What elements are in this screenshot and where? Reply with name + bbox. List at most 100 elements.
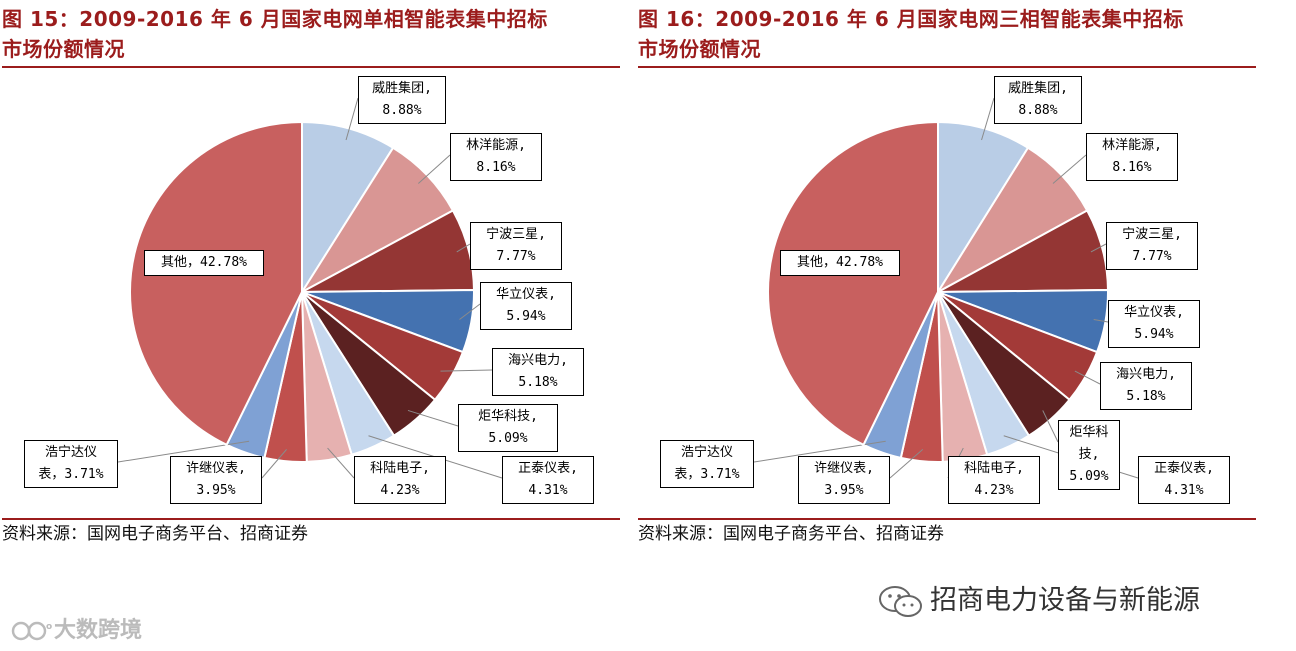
slice-label-5-line2: 5.18% bbox=[518, 375, 558, 390]
slice-label-10-line2: 表，3.71% bbox=[38, 467, 104, 482]
title-divider-right bbox=[638, 66, 1256, 68]
slice-label-8-line2: 4.23% bbox=[974, 483, 1014, 498]
leader-line-1 bbox=[345, 97, 359, 141]
chart-title-right-line2: 市场份额情况 bbox=[638, 37, 761, 61]
slice-label-8: 科陆电子, 4.23% bbox=[948, 456, 1040, 504]
pie-slice-2 bbox=[935, 146, 1089, 295]
slice-label-3: 宁波三星, 7.77% bbox=[1106, 222, 1198, 270]
slice-label-11: 其他，42.78% bbox=[780, 250, 900, 276]
chart-title-left-line1: 图 15：2009-2016 年 6 月国家电网单相智能表集中招标 bbox=[2, 7, 548, 31]
slice-label-10-line2: 表，3.71% bbox=[674, 467, 740, 482]
slice-label-9: 许继仪表, 3.95% bbox=[170, 456, 262, 504]
slice-label-4-line1: 华立仪表, bbox=[1124, 305, 1184, 320]
slice-label-4-line2: 5.94% bbox=[506, 309, 546, 324]
slice-label-10: 浩宁达仪表，3.71% bbox=[24, 440, 118, 488]
chart-title-right: 图 16：2009-2016 年 6 月国家电网三相智能表集中招标 市场份额情况 bbox=[638, 4, 1258, 64]
slice-label-9-line1: 许继仪表, bbox=[186, 461, 246, 476]
brand-watermark: o 大数跨境 bbox=[10, 612, 142, 644]
slice-label-4: 华立仪表, 5.94% bbox=[480, 282, 572, 330]
slice-label-4: 华立仪表, 5.94% bbox=[1108, 300, 1200, 348]
source-text-right: 资料来源：国网电子商务平台、招商证券 bbox=[638, 524, 944, 544]
leader-line-8 bbox=[327, 447, 355, 479]
wechat-icon bbox=[878, 584, 924, 620]
leader-line-4 bbox=[459, 303, 481, 320]
brand-logo-icon: o bbox=[10, 619, 54, 643]
slice-label-1-line2: 8.88% bbox=[382, 103, 422, 118]
slice-label-7-line1: 正泰仪表, bbox=[1154, 461, 1214, 476]
leader-line-5 bbox=[1074, 370, 1101, 385]
slice-label-8-line1: 科陆电子, bbox=[964, 461, 1024, 476]
leader-line-3 bbox=[456, 243, 471, 253]
slice-label-3-line1: 宁波三星, bbox=[486, 227, 546, 242]
slice-label-8-line1: 科陆电子, bbox=[370, 461, 430, 476]
slice-label-11-line1: 其他，42.78% bbox=[161, 255, 247, 270]
pie-slice-11 bbox=[767, 120, 939, 447]
slice-label-6-line1: 炬华科 bbox=[1069, 425, 1109, 440]
leader-line-6 bbox=[407, 409, 459, 427]
slice-label-9-line2: 3.95% bbox=[196, 483, 236, 498]
chart-panel-left: 图 15：2009-2016 年 6 月国家电网单相智能表集中招标 市场份额情况… bbox=[2, 0, 622, 560]
slice-label-3-line1: 宁波三星, bbox=[1122, 227, 1182, 242]
slice-label-6-line1: 炬华科技, bbox=[478, 409, 538, 424]
slice-label-2-line1: 林洋能源, bbox=[1102, 138, 1162, 153]
slice-label-6: 炬华科技, 5.09% bbox=[1058, 420, 1120, 490]
svg-text:o: o bbox=[46, 622, 52, 632]
slice-label-3: 宁波三星, 7.77% bbox=[470, 222, 562, 270]
wechat-watermark-text: 招商电力设备与新能源 bbox=[930, 585, 1200, 616]
pie-slice-11 bbox=[129, 120, 303, 447]
slice-label-9-line1: 许继仪表, bbox=[814, 461, 874, 476]
slice-label-4-line1: 华立仪表, bbox=[496, 287, 556, 302]
slice-label-1-line1: 威胜集团, bbox=[1008, 81, 1068, 96]
leader-line-6 bbox=[1042, 410, 1059, 443]
chart-title-left-line2: 市场份额情况 bbox=[2, 37, 125, 61]
slice-label-7-line1: 正泰仪表, bbox=[518, 461, 578, 476]
leader-line-9 bbox=[261, 449, 287, 479]
chart-panel-right: 图 16：2009-2016 年 6 月国家电网三相智能表集中招标 市场份额情况… bbox=[638, 0, 1258, 560]
slice-label-10-line1: 浩宁达仪 bbox=[680, 445, 733, 460]
slice-label-5: 海兴电力, 5.18% bbox=[1100, 362, 1192, 410]
slice-label-6-line2: 5.09% bbox=[488, 431, 528, 446]
slice-label-8: 科陆电子, 4.23% bbox=[354, 456, 446, 504]
slice-label-11-line1: 其他，42.78% bbox=[797, 255, 883, 270]
pie-chart-right bbox=[753, 97, 1139, 479]
slice-label-7: 正泰仪表, 4.31% bbox=[502, 456, 594, 504]
slice-label-7-line2: 4.31% bbox=[528, 483, 568, 498]
slice-label-5-line2: 5.18% bbox=[1126, 389, 1166, 404]
leader-line-5 bbox=[440, 369, 493, 372]
slice-label-9: 许继仪表, 3.95% bbox=[798, 456, 890, 504]
slice-label-11: 其他，42.78% bbox=[144, 250, 264, 276]
source-text-left: 资料来源：国网电子商务平台、招商证券 bbox=[2, 524, 308, 544]
brand-watermark-text: 大数跨境 bbox=[54, 618, 143, 643]
slice-label-6: 炬华科技, 5.09% bbox=[458, 404, 558, 452]
slice-label-6-line2: 技, bbox=[1078, 447, 1100, 462]
source-divider-left bbox=[2, 518, 620, 520]
slice-label-5: 海兴电力, 5.18% bbox=[492, 348, 584, 396]
chart-title-left: 图 15：2009-2016 年 6 月国家电网单相智能表集中招标 市场份额情况 bbox=[2, 4, 622, 64]
leader-line-9 bbox=[889, 448, 924, 479]
source-divider-right bbox=[638, 518, 1256, 520]
slice-label-7-line2: 4.31% bbox=[1164, 483, 1204, 498]
slice-label-2-line2: 8.16% bbox=[1112, 160, 1152, 175]
slice-label-10: 浩宁达仪表，3.71% bbox=[660, 440, 754, 488]
slice-label-7: 正泰仪表, 4.31% bbox=[1138, 456, 1230, 504]
chart-title-right-line1: 图 16：2009-2016 年 6 月国家电网三相智能表集中招标 bbox=[638, 7, 1184, 31]
leader-line-2 bbox=[417, 154, 451, 184]
slice-label-3-line2: 7.77% bbox=[496, 249, 536, 264]
leader-line-2 bbox=[1052, 154, 1087, 184]
slice-label-1-line1: 威胜集团, bbox=[372, 81, 432, 96]
slice-label-1: 威胜集团, 8.88% bbox=[994, 76, 1082, 124]
title-divider-left bbox=[2, 66, 620, 68]
slice-label-1-line2: 8.88% bbox=[1018, 103, 1058, 118]
slice-label-1: 威胜集团, 8.88% bbox=[358, 76, 446, 124]
slice-label-5-line1: 海兴电力, bbox=[1116, 367, 1176, 382]
wechat-watermark: 招商电力设备与新能源 bbox=[878, 578, 1200, 620]
leader-line-1 bbox=[981, 97, 995, 141]
slice-label-4-line2: 5.94% bbox=[1134, 327, 1174, 342]
leader-line-4 bbox=[1093, 318, 1109, 323]
slice-label-10-line1: 浩宁达仪 bbox=[44, 445, 97, 460]
slice-label-6-line3: 5.09% bbox=[1069, 469, 1109, 484]
slice-label-9-line2: 3.95% bbox=[824, 483, 864, 498]
slice-label-3-line2: 7.77% bbox=[1132, 249, 1172, 264]
slice-label-2: 林洋能源, 8.16% bbox=[450, 133, 542, 181]
slice-label-2: 林洋能源, 8.16% bbox=[1086, 133, 1178, 181]
